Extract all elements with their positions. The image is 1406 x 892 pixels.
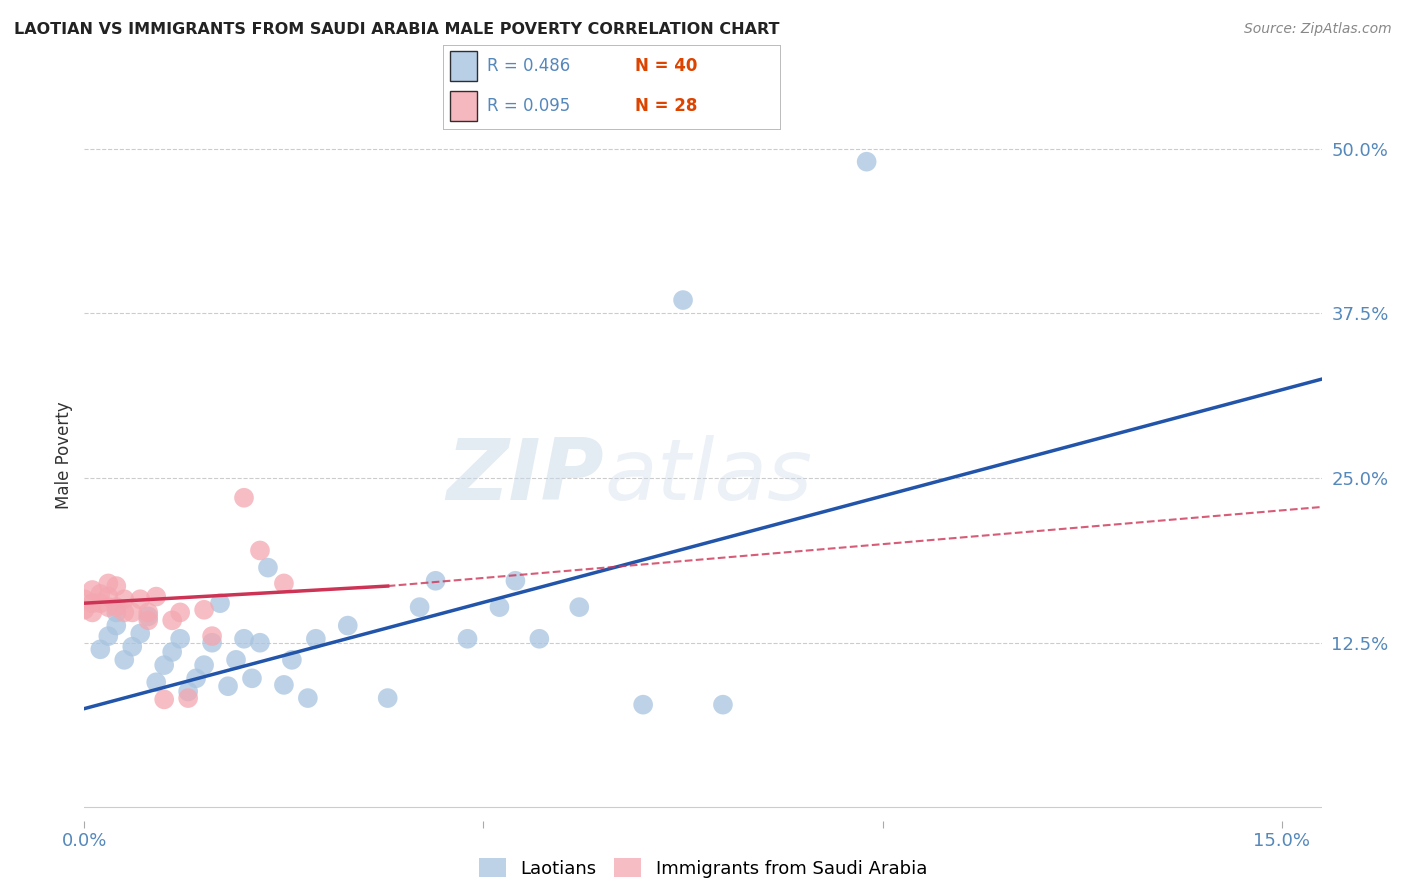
Point <box>273 678 295 692</box>
Point <box>105 618 128 632</box>
Point <box>160 613 183 627</box>
Point <box>408 600 430 615</box>
Point <box>112 592 135 607</box>
Text: atlas: atlas <box>605 435 813 518</box>
Point <box>273 576 295 591</box>
Point <box>73 603 96 617</box>
Point <box>97 600 120 615</box>
Text: Source: ZipAtlas.com: Source: ZipAtlas.com <box>1244 22 1392 37</box>
Text: N = 28: N = 28 <box>636 97 697 115</box>
Point <box>233 491 256 505</box>
Point <box>201 636 224 650</box>
Point <box>105 600 128 615</box>
Point <box>121 640 143 654</box>
Text: R = 0.095: R = 0.095 <box>486 97 569 115</box>
Point <box>112 606 135 620</box>
Point <box>160 645 183 659</box>
Point <box>136 613 159 627</box>
Point <box>153 658 176 673</box>
Point <box>129 626 152 640</box>
Point <box>209 596 232 610</box>
Point <box>82 596 104 610</box>
Point <box>336 618 359 632</box>
Point <box>169 632 191 646</box>
Point <box>425 574 447 588</box>
Point <box>105 579 128 593</box>
Point <box>249 636 271 650</box>
Point <box>105 606 128 620</box>
Point <box>257 560 280 574</box>
Point <box>305 632 328 646</box>
Legend: Laotians, Immigrants from Saudi Arabia: Laotians, Immigrants from Saudi Arabia <box>471 851 935 885</box>
Point <box>217 679 239 693</box>
Point <box>97 629 120 643</box>
Point <box>82 606 104 620</box>
Point <box>855 154 877 169</box>
Point <box>529 632 551 646</box>
Point <box>73 592 96 607</box>
Point <box>193 658 215 673</box>
Y-axis label: Male Poverty: Male Poverty <box>55 401 73 508</box>
Text: LAOTIAN VS IMMIGRANTS FROM SAUDI ARABIA MALE POVERTY CORRELATION CHART: LAOTIAN VS IMMIGRANTS FROM SAUDI ARABIA … <box>14 22 779 37</box>
Point <box>711 698 734 712</box>
Point <box>89 587 111 601</box>
FancyBboxPatch shape <box>450 52 477 81</box>
Point <box>281 653 304 667</box>
Point <box>240 671 263 685</box>
Point <box>97 590 120 604</box>
Point <box>121 606 143 620</box>
Text: N = 40: N = 40 <box>636 57 697 75</box>
Point <box>145 675 167 690</box>
Point <box>82 582 104 597</box>
Point <box>193 603 215 617</box>
Point <box>631 698 654 712</box>
Point <box>177 691 200 706</box>
Point <box>184 671 207 685</box>
Point <box>249 543 271 558</box>
FancyBboxPatch shape <box>450 91 477 120</box>
Point <box>89 596 111 610</box>
Point <box>145 590 167 604</box>
Point <box>136 606 159 620</box>
Point <box>457 632 479 646</box>
Point <box>488 600 510 615</box>
Point <box>153 692 176 706</box>
Point <box>136 609 159 624</box>
Text: R = 0.486: R = 0.486 <box>486 57 569 75</box>
Point <box>201 629 224 643</box>
Point <box>169 606 191 620</box>
Point <box>129 592 152 607</box>
Point <box>505 574 527 588</box>
Point <box>112 653 135 667</box>
Point <box>233 632 256 646</box>
Text: ZIP: ZIP <box>446 435 605 518</box>
Point <box>97 576 120 591</box>
Point <box>377 691 399 706</box>
Point <box>568 600 591 615</box>
Point <box>672 293 695 307</box>
Point <box>225 653 247 667</box>
Point <box>177 684 200 698</box>
Point <box>297 691 319 706</box>
Point <box>89 642 111 657</box>
